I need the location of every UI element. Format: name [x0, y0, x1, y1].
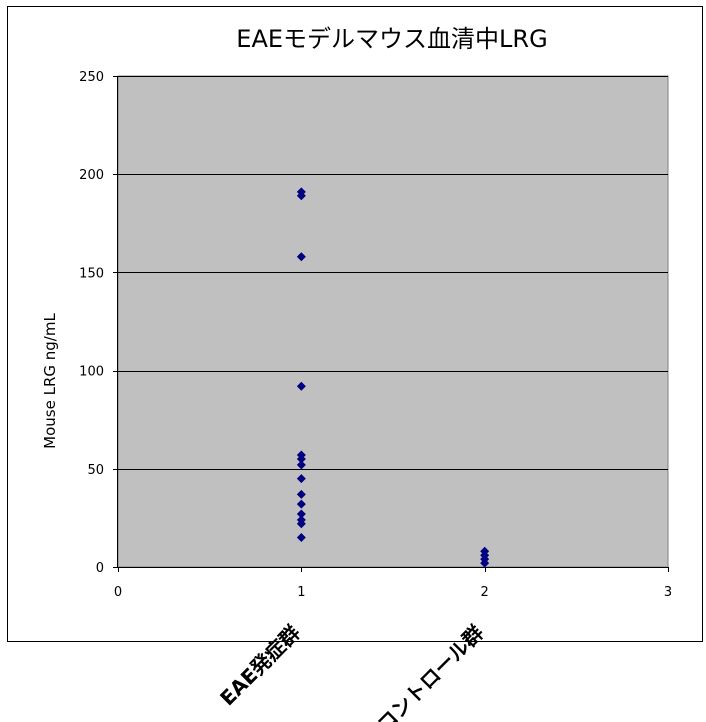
y-axis-label: Mouse LRG ng/mL	[41, 313, 59, 449]
data-point-12	[296, 519, 306, 529]
y-tick-label-50: 50	[87, 463, 104, 478]
y-tick-label-250: 250	[79, 70, 104, 85]
scatter-chart: EAEモデルマウス血清中LRG 0 50 100 150 200 250 0 1 2 3 Mous…	[41, 25, 672, 600]
data-point-2	[296, 252, 306, 262]
data-point-1	[296, 191, 306, 201]
y-tick-label-100: 100	[79, 365, 104, 380]
data-point-3	[296, 381, 306, 391]
chart-title: EAEモデルマウス血清中LRG	[236, 25, 547, 53]
gridlines	[118, 76, 668, 470]
plot-area	[117, 75, 669, 568]
tick-labels: 0 50 100 150 200 250 0 1 2 3	[79, 70, 672, 600]
data-point-17	[480, 558, 490, 568]
data-point-8	[296, 489, 306, 499]
data-point-5	[296, 454, 306, 464]
x-tick-label-0: 0	[114, 585, 122, 600]
data-point-7	[296, 474, 306, 484]
data-point-9	[296, 499, 306, 509]
y-tick-label-200: 200	[79, 168, 104, 183]
data-point-10	[296, 509, 306, 519]
chart-area: EAEモデルマウス血清中LRG 0 50 100 150 200 250 0 1 2 3 Mous…	[7, 6, 703, 642]
x-tick-label-2: 2	[481, 585, 489, 600]
axes	[117, 76, 668, 568]
y-tick-label-150: 150	[79, 266, 104, 281]
x-tick-label-3: 3	[664, 585, 672, 600]
data-points	[296, 187, 490, 568]
y-tick-label-0: 0	[96, 561, 104, 576]
data-point-6	[296, 460, 306, 470]
x-tick-label-1: 1	[297, 585, 305, 600]
data-point-13	[296, 533, 306, 543]
